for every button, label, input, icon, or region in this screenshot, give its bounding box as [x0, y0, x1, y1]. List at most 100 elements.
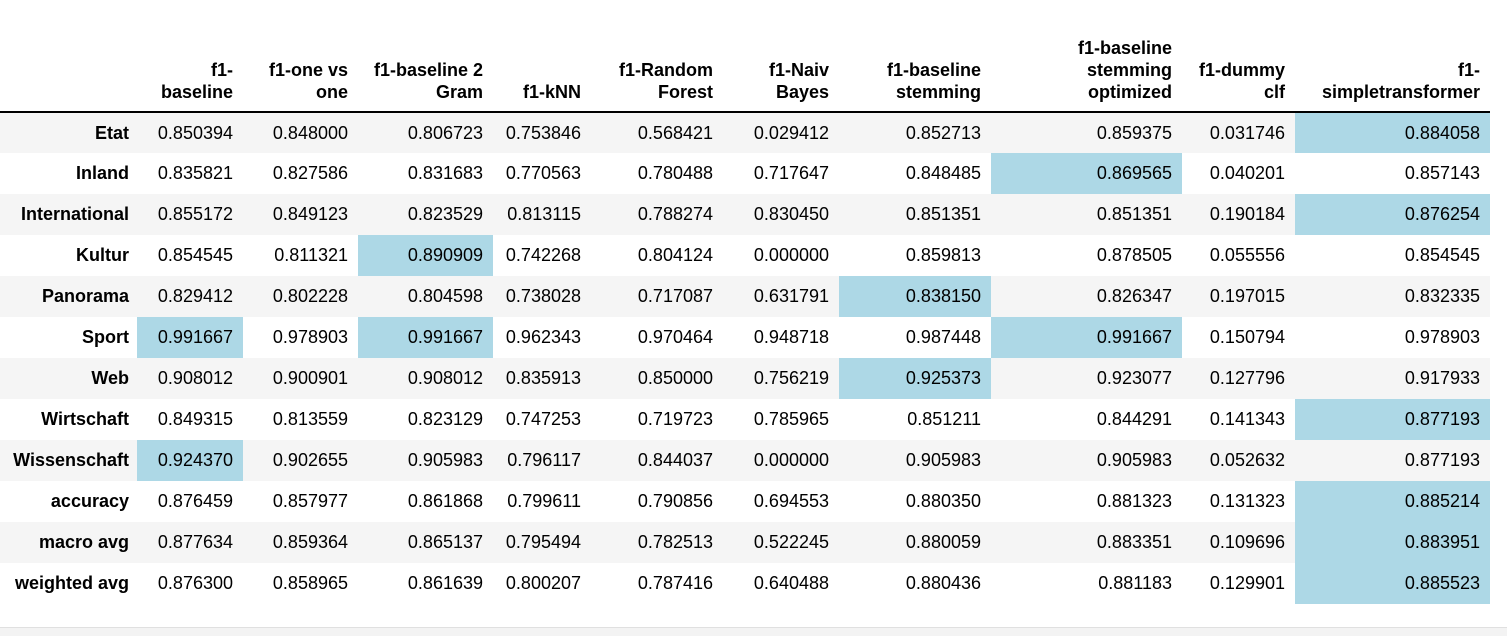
table-cell: 0.802228 [272, 286, 348, 306]
table-cell: 0.835913 [505, 368, 581, 388]
table-row: Wissenschaft 0.924370 0.902655 0.905983 0.79… [0, 440, 1490, 481]
table-cell: 0.742268 [505, 245, 581, 265]
table-row: Panorama 0.829412 0.802228 0.804598 0.738028… [0, 276, 1490, 317]
table-cell: 0.978903 [1404, 327, 1480, 347]
highlighted-cell: 0.925373 [839, 358, 991, 399]
row-label: Wissenschaft [13, 450, 129, 470]
table-cell: 0.799611 [507, 491, 581, 511]
table-cell: 0.878505 [1096, 245, 1172, 265]
row-label: macro avg [38, 532, 129, 552]
table-cell: 0.905983 [1096, 450, 1172, 470]
table-cell: 0.905983 [905, 450, 981, 470]
table-cell: 0.804598 [407, 286, 483, 306]
table-cell: 0.770563 [505, 163, 581, 183]
column-header: f1-simpletransformer [1295, 0, 1490, 113]
table-cell: 0.823529 [407, 204, 483, 224]
table-cell: 0.900901 [272, 368, 348, 388]
table-cell: 0.880350 [905, 491, 981, 511]
table-cell: 0.849123 [272, 204, 348, 224]
table-row: Kultur 0.854545 0.811321 0.890909 0.742268 0.… [0, 235, 1490, 276]
column-header: f1-baseline stemming [839, 0, 991, 113]
table-cell: 0.031746 [1209, 122, 1285, 143]
table-cell: 0.811321 [274, 245, 348, 265]
highlighted-cell: 0.877193 [1295, 399, 1490, 440]
table-cell: 0.717087 [637, 286, 713, 306]
highlighted-cell: 0.876254 [1295, 194, 1490, 235]
table-cell: 0.813559 [272, 409, 348, 429]
table-cell: 0.948718 [753, 327, 829, 347]
table-cell: 0.756219 [753, 368, 829, 388]
row-label: Wirtschaft [41, 409, 129, 429]
row-label: Web [91, 368, 129, 388]
table-cell: 0.970464 [637, 327, 713, 347]
table-cell: 0.522245 [753, 532, 829, 552]
table-cell: 0.640488 [753, 573, 829, 593]
table-cell: 0.029412 [753, 122, 829, 143]
table-cell: 0.568421 [637, 122, 713, 143]
table-row: Wirtschaft 0.849315 0.813559 0.823129 0.7472… [0, 399, 1490, 440]
table-cell: 0.052632 [1209, 450, 1285, 470]
highlighted-cell: 0.838150 [839, 276, 991, 317]
table-cell: 0.796117 [507, 450, 581, 470]
table-cell: 0.000000 [753, 450, 829, 470]
table-cell: 0.747253 [505, 409, 581, 429]
table-cell: 0.851351 [905, 204, 981, 224]
row-label: weighted avg [14, 573, 129, 593]
highlighted-cell: 0.883951 [1295, 522, 1490, 563]
table-cell: 0.880059 [905, 532, 981, 552]
table-cell: 0.850394 [157, 122, 233, 143]
table-cell: 0.787416 [637, 573, 713, 593]
bottom-scrollbar-track[interactable] [0, 627, 1507, 636]
table-cell: 0.131323 [1209, 491, 1285, 511]
table-cell: 0.880436 [905, 573, 981, 593]
table-cell: 0.844037 [637, 450, 713, 470]
table-cell: 0.719723 [637, 409, 713, 429]
table-cell: 0.832335 [1404, 286, 1480, 306]
table-cell: 0.859364 [272, 532, 348, 552]
highlighted-cell: 0.885214 [1295, 481, 1490, 522]
table-cell: 0.785965 [753, 409, 829, 429]
table-cell: 0.795494 [505, 532, 581, 552]
table-cell: 0.861868 [407, 491, 483, 511]
table-cell: 0.827586 [272, 163, 348, 183]
column-header: f1-one vs one [243, 0, 358, 113]
table-cell: 0.857977 [272, 491, 348, 511]
table-cell: 0.877193 [1404, 450, 1480, 470]
row-label: Panorama [41, 286, 129, 306]
table-cell: 0.813115 [507, 204, 581, 224]
table-row: Inland 0.835821 0.827586 0.831683 0.770563 0.… [0, 153, 1490, 194]
table-cell: 0.717647 [753, 163, 829, 183]
column-header: f1-baseline stemming optimized [991, 0, 1182, 113]
table-cell: 0.788274 [637, 204, 713, 224]
row-label: accuracy [50, 491, 129, 511]
table-cell: 0.881183 [1098, 573, 1172, 593]
table-cell: 0.055556 [1209, 245, 1285, 265]
table-cell: 0.800207 [505, 573, 581, 593]
table-cell: 0.806723 [407, 122, 483, 143]
table-cell: 0.150794 [1209, 327, 1285, 347]
highlighted-cell: 0.924370 [137, 440, 243, 481]
table-cell: 0.127796 [1209, 368, 1285, 388]
table-cell: 0.000000 [753, 245, 829, 265]
table-cell: 0.831683 [407, 163, 483, 183]
highlighted-cell: 0.991667 [137, 317, 243, 358]
highlighted-cell: 0.869565 [991, 153, 1182, 194]
table-cell: 0.850000 [637, 368, 713, 388]
table-cell: 0.631791 [753, 286, 829, 306]
row-label: International [20, 204, 129, 224]
table-row: Sport 0.991667 0.978903 0.991667 0.962343 0.9… [0, 317, 1490, 358]
table-cell: 0.859813 [905, 245, 981, 265]
table-row: accuracy 0.876459 0.857977 0.861868 0.799611… [0, 481, 1490, 522]
table-cell: 0.790856 [637, 491, 713, 511]
table-cell: 0.844291 [1096, 409, 1172, 429]
table-cell: 0.694553 [753, 491, 829, 511]
highlighted-cell: 0.991667 [358, 317, 493, 358]
header-row: f1-baseline f1-one vs one f1-baseline 2 … [0, 0, 1490, 113]
table-cell: 0.823129 [407, 409, 483, 429]
table-cell: 0.881323 [1096, 491, 1172, 511]
table-row: macro avg 0.877634 0.859364 0.865137 0.79549… [0, 522, 1490, 563]
table-cell: 0.987448 [905, 327, 981, 347]
table-cell: 0.835821 [157, 163, 233, 183]
table-cell: 0.830450 [753, 204, 829, 224]
table-cell: 0.849315 [157, 409, 233, 429]
